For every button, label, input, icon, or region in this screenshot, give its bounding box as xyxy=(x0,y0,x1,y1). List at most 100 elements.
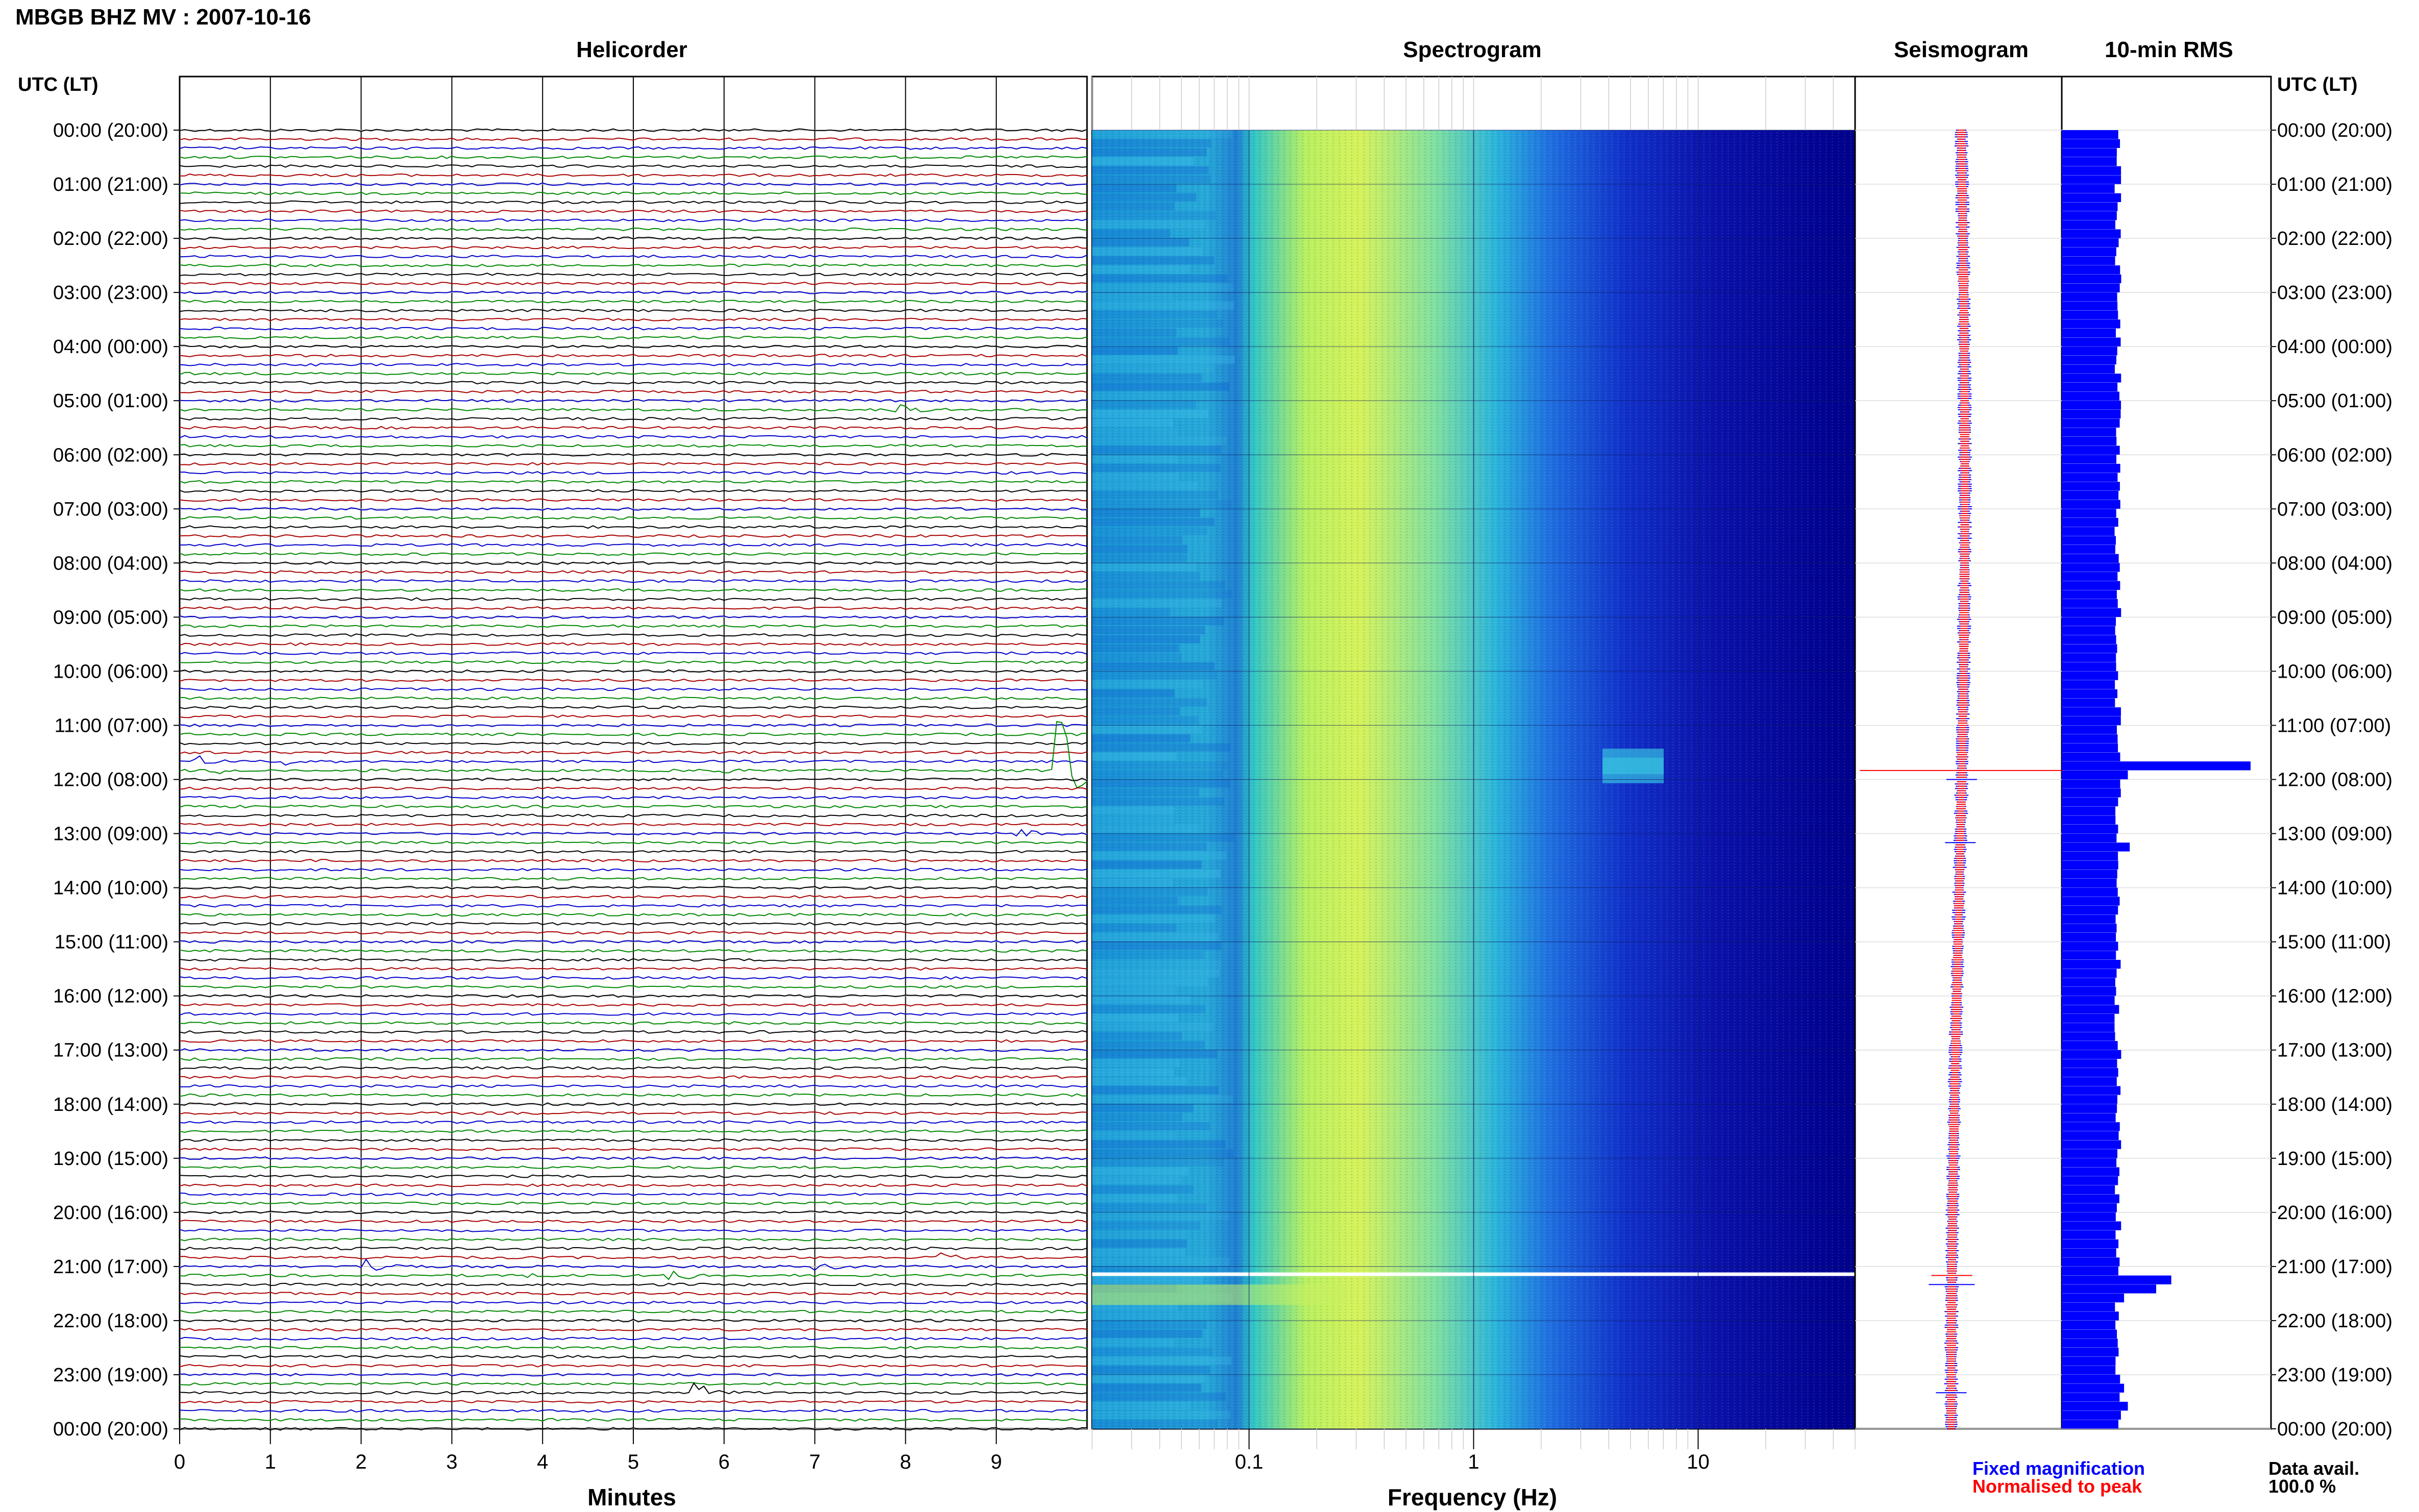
spectrogram-stripe xyxy=(1092,932,1219,941)
rms-bar xyxy=(2062,878,2117,888)
spectrogram-stripe xyxy=(1092,274,1228,283)
helicorder-trace xyxy=(179,1382,1088,1395)
rms-bar xyxy=(2062,175,2121,184)
helicorder-trace xyxy=(179,137,1088,141)
spectrogram-stripe xyxy=(1092,824,1200,833)
rms-bar xyxy=(2062,1194,2119,1203)
helicorder-trace xyxy=(179,1270,1088,1280)
hour-label-left: 13:00 (09:00) xyxy=(53,824,168,845)
helicorder-trace xyxy=(179,615,1088,619)
helicorder-trace xyxy=(179,732,1088,736)
helicorder-trace xyxy=(179,1093,1088,1097)
hour-label-right: 09:00 (05:00) xyxy=(2277,607,2392,628)
minute-tick-label: 1 xyxy=(265,1451,276,1473)
helicorder-trace xyxy=(179,1129,1088,1133)
spectrogram-stripe xyxy=(1092,382,1229,391)
helicorder-trace xyxy=(179,985,1088,989)
spectrogram-stripe xyxy=(1092,563,1196,572)
spectrogram-stripe xyxy=(1092,969,1220,977)
spectrogram-stripe xyxy=(1092,1122,1211,1131)
helicorder-trace xyxy=(179,1030,1088,1034)
rms-bar xyxy=(2062,770,2128,780)
spectrogram-stripe xyxy=(1092,1320,1207,1329)
rms-bar xyxy=(2062,1005,2119,1014)
rms-bar xyxy=(2062,1311,2119,1321)
rms-bar xyxy=(2062,1149,2117,1158)
helicorder-trace xyxy=(179,146,1088,150)
helicorder-trace xyxy=(179,561,1088,565)
spectrogram-stripe xyxy=(1092,986,1176,995)
figure-title: MBGB BHZ MV : 2007-10-16 xyxy=(15,5,311,30)
hour-label-right: 13:00 (09:00) xyxy=(2277,824,2392,845)
rms-bar xyxy=(2062,401,2121,410)
helicorder-trace xyxy=(179,1084,1088,1088)
rms-bar xyxy=(2062,193,2121,203)
spectrogram-stripe xyxy=(1092,130,1233,138)
spectrogram-title: Spectrogram xyxy=(1403,37,1541,62)
spectrogram-stripe xyxy=(1092,572,1200,580)
spectrogram-stripe xyxy=(1092,364,1214,373)
spectrogram-stripe xyxy=(1092,680,1203,688)
spectrogram-stripe xyxy=(1092,500,1232,508)
rms-bar xyxy=(2062,959,2121,969)
spectrogram-stripe xyxy=(1092,490,1218,499)
spectrogram-stripe xyxy=(1092,815,1174,824)
hour-label-left: 09:00 (05:00) xyxy=(53,607,168,628)
helicorder-trace xyxy=(179,236,1088,240)
helicorder-trace xyxy=(179,922,1088,926)
rms-bar xyxy=(2062,860,2118,870)
helicorder-trace xyxy=(179,570,1088,574)
rms-bar xyxy=(2062,1284,2156,1294)
helicorder-trace xyxy=(179,1075,1088,1079)
spectrogram-stripe xyxy=(1092,247,1203,256)
spectrogram-stripe xyxy=(1092,1077,1188,1085)
rms-bar xyxy=(2062,265,2120,275)
helicorder-trace xyxy=(179,1328,1088,1332)
helicorder-trace xyxy=(179,1192,1088,1196)
helicorder-trace xyxy=(179,741,1088,746)
rms-bar xyxy=(2062,1374,2120,1384)
spectrogram-stripe xyxy=(1092,716,1199,725)
helicorder-trace xyxy=(179,525,1088,529)
rms-bar xyxy=(2062,644,2117,653)
spectrogram-event xyxy=(1092,1284,1347,1305)
rms-bar xyxy=(2062,842,2130,852)
spectrogram-stripe xyxy=(1092,779,1230,788)
helicorder-trace xyxy=(179,940,1088,944)
rms-bar xyxy=(2062,1320,2116,1330)
rms-bar xyxy=(2062,996,2115,1005)
data-availability-value: 100.0 % xyxy=(2268,1476,2336,1497)
helicorder-trace xyxy=(179,949,1088,953)
hour-label-left: 17:00 (13:00) xyxy=(53,1040,168,1061)
rms-bar xyxy=(2062,1059,2117,1068)
rms-bar xyxy=(2062,283,2120,292)
spectrogram-stripe xyxy=(1092,1023,1214,1031)
helicorder-trace xyxy=(179,308,1088,312)
spectrogram-stripe xyxy=(1092,788,1199,797)
hour-label-right: 12:00 (08:00) xyxy=(2277,770,2392,791)
rms-bar xyxy=(2062,428,2116,437)
spectrogram-stripe xyxy=(1092,924,1177,932)
hour-label-left: 03:00 (23:00) xyxy=(53,282,168,304)
spectrogram-stripe xyxy=(1092,870,1221,878)
spectrogram-stripe xyxy=(1092,1068,1174,1076)
rms-bar xyxy=(2062,482,2120,491)
rms-bar xyxy=(2062,1410,2121,1420)
rms-bar xyxy=(2062,247,2116,257)
spectrogram-stripe xyxy=(1092,455,1178,463)
hour-label-left: 15:00 (11:00) xyxy=(55,932,168,953)
minute-tick-label: 9 xyxy=(991,1451,1002,1473)
helicorder-trace xyxy=(179,471,1088,475)
rms-bar xyxy=(2062,463,2120,473)
hour-label-right: 01:00 (21:00) xyxy=(2277,174,2392,195)
legend-normalised-to-peak: Normalised to peak xyxy=(1972,1476,2142,1497)
spectrogram-stripe xyxy=(1092,1176,1182,1185)
hour-label-right: 14:00 (10:00) xyxy=(2277,878,2392,899)
minute-tick-label: 6 xyxy=(719,1451,730,1473)
rms-title: 10-min RMS xyxy=(2105,37,2233,62)
rms-bar xyxy=(2062,319,2120,329)
rms-bar xyxy=(2062,761,2251,771)
spectrogram-stripe xyxy=(1092,202,1175,211)
helicorder-trace xyxy=(179,840,1088,845)
helicorder-trace xyxy=(179,399,1088,403)
